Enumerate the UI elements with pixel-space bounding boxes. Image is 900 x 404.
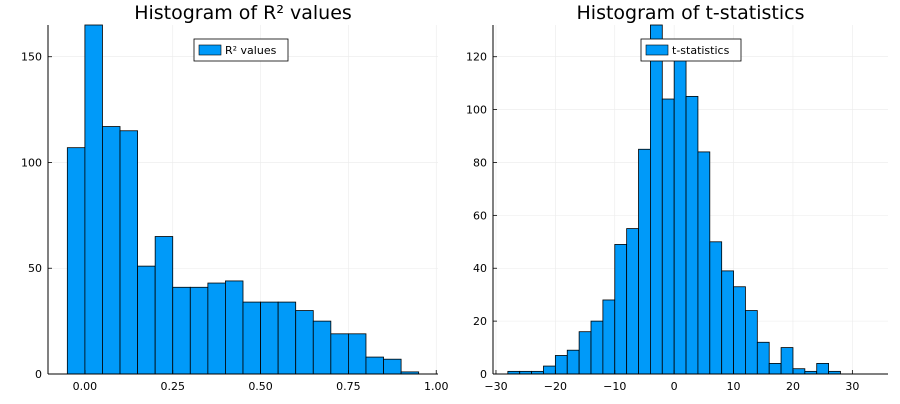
histogram-bar [792, 368, 806, 375]
y-tick-label: 0 [35, 368, 42, 381]
histogram-bar [721, 270, 734, 375]
histogram-bar [733, 286, 746, 375]
histogram-bar [383, 358, 402, 375]
y-tick-label: 50 [28, 262, 42, 275]
legend-swatch [645, 44, 669, 56]
x-tick-label: 0.50 [248, 380, 273, 393]
histogram-bar [102, 126, 121, 375]
histogram-bar [661, 98, 675, 375]
legend-label: t-statistics [672, 44, 730, 57]
y-tick-label: 100 [21, 156, 42, 169]
x-tick-label: −20 [544, 380, 567, 393]
histogram-bar [365, 356, 384, 375]
histogram-bar [543, 365, 556, 375]
x-tick-label: 0 [671, 380, 678, 393]
histogram-bar [673, 56, 687, 375]
x-tick-label: 0.75 [336, 380, 361, 393]
histogram-bar [816, 363, 830, 375]
x-tick-label: 30 [845, 380, 859, 393]
histogram-bar [578, 331, 592, 375]
legend: t-statistics [640, 38, 742, 62]
histogram-bar [312, 320, 332, 375]
histogram-bar [638, 148, 651, 375]
histogram-bar [172, 286, 191, 375]
y-tick-label: 120 [466, 51, 487, 64]
y-tick-label: 150 [21, 51, 42, 64]
x-tick-label: 10 [727, 380, 741, 393]
y-tick-label: 0 [480, 368, 487, 381]
histogram-bar [745, 310, 758, 375]
histogram-bar [709, 241, 723, 375]
histogram-bar [225, 280, 244, 375]
legend-label: R² values [225, 44, 277, 57]
chart-title: Histogram of R² values [134, 2, 352, 24]
histogram-bar [614, 244, 628, 375]
x-tick-label: 20 [786, 380, 800, 393]
histogram-bar [554, 355, 568, 375]
histogram-bar [348, 333, 367, 375]
histogram-bar [277, 301, 297, 375]
y-tick-label: 60 [473, 209, 487, 222]
histogram-bar [119, 130, 138, 375]
legend: R² values [193, 38, 289, 62]
x-tick-label: 1.00 [424, 380, 449, 393]
histogram-bar [780, 347, 794, 375]
histogram-bar [566, 349, 580, 375]
histogram-bar [590, 320, 604, 375]
legend-box [640, 38, 742, 62]
histogram-bar [650, 24, 663, 375]
histogram-bar [242, 301, 261, 375]
histogram-bar [602, 299, 616, 375]
histogram-bar [66, 147, 86, 375]
x-tick-label: 0.25 [160, 380, 185, 393]
legend-box [193, 38, 289, 62]
histogram-bar [260, 301, 279, 375]
histogram-bar [84, 24, 103, 375]
y-tick-label: 40 [473, 262, 487, 275]
histogram-bar [154, 236, 174, 375]
r-squared-histogram-panel: 0.00 0.25 0.50 0.75 1.00 0 50 100 150 Histogram o… [21, 2, 448, 393]
legend-swatch [198, 44, 222, 56]
histogram-bar [137, 265, 156, 375]
histogram-bar [207, 282, 226, 375]
histogram-bar [330, 333, 349, 375]
histogram-bar [626, 228, 639, 375]
histogram-bar [768, 363, 782, 375]
x-tick-label: −10 [603, 380, 626, 393]
histogram-bar [189, 286, 209, 375]
histogram-bar [697, 151, 711, 375]
t-statistics-histogram-panel: −30 −20 −10 0 10 20 30 0 20 40 60 80 100 120 Histogram… [466, 2, 888, 393]
histogram-bar [685, 95, 699, 375]
y-tick-label: 80 [473, 156, 487, 169]
y-tick-label: 20 [473, 315, 487, 328]
y-tick-label: 100 [466, 104, 487, 117]
chart-title: Histogram of t-statistics [577, 2, 805, 24]
x-tick-label: 0.00 [73, 380, 98, 393]
histogram-bar [295, 310, 314, 375]
x-tick-label: −30 [484, 380, 507, 393]
histogram-bar [756, 341, 770, 375]
